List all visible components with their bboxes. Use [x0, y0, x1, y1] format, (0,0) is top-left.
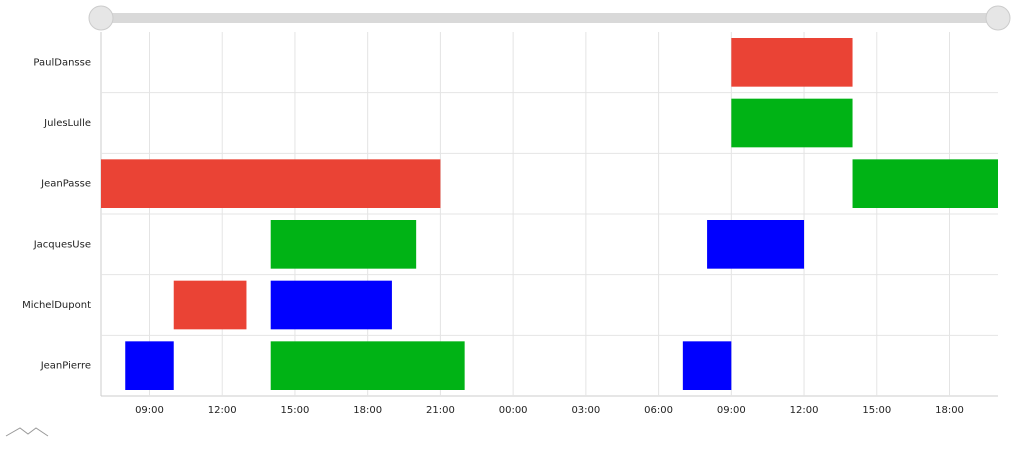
- task-bar: [707, 220, 805, 269]
- x-tick-label: 09:00: [717, 405, 746, 416]
- x-tick-label: 15:00: [281, 405, 310, 416]
- y-tick-label: JacquesUse: [33, 239, 91, 250]
- scrollbar[interactable]: [100, 13, 998, 23]
- task-bar: [125, 341, 174, 390]
- scrollbar-grip-end[interactable]: [985, 5, 1011, 31]
- task-bar: [270, 280, 392, 330]
- task-bar: [173, 280, 247, 330]
- x-tick-label: 00:00: [499, 405, 528, 416]
- task-bar: [101, 159, 441, 208]
- task-bar: [731, 38, 853, 87]
- x-tick-label: 21:00: [426, 405, 455, 416]
- plot-area: 09:00 12:00 15:00 18:00 21:00 00:00 03:00 06:00…: [22, 32, 998, 416]
- y-tick-label: PaulDansse: [33, 57, 91, 68]
- y-tick-label: MichelDupont: [22, 300, 91, 311]
- task-bar: [270, 341, 465, 390]
- y-tick-label: JeanPasse: [40, 179, 91, 190]
- scrollbar-grip-start[interactable]: [88, 5, 114, 31]
- y-tick-label: JeanPierre: [40, 361, 91, 372]
- task-bar: [731, 98, 853, 148]
- x-tick-label: 03:00: [571, 405, 600, 416]
- task-bar: [682, 341, 732, 390]
- x-tick-label: 18:00: [935, 405, 964, 416]
- x-tick-label: 06:00: [644, 405, 673, 416]
- x-tick-label: 09:00: [135, 405, 164, 416]
- task-bar: [852, 159, 998, 208]
- y-tick-label: JulesLulle: [43, 118, 91, 129]
- logo: [5, 427, 49, 437]
- x-tick-label: 15:00: [862, 405, 891, 416]
- x-tick-label: 12:00: [790, 405, 819, 416]
- x-tick-label: 12:00: [208, 405, 237, 416]
- x-tick-label: 18:00: [353, 405, 382, 416]
- task-bar: [270, 220, 417, 269]
